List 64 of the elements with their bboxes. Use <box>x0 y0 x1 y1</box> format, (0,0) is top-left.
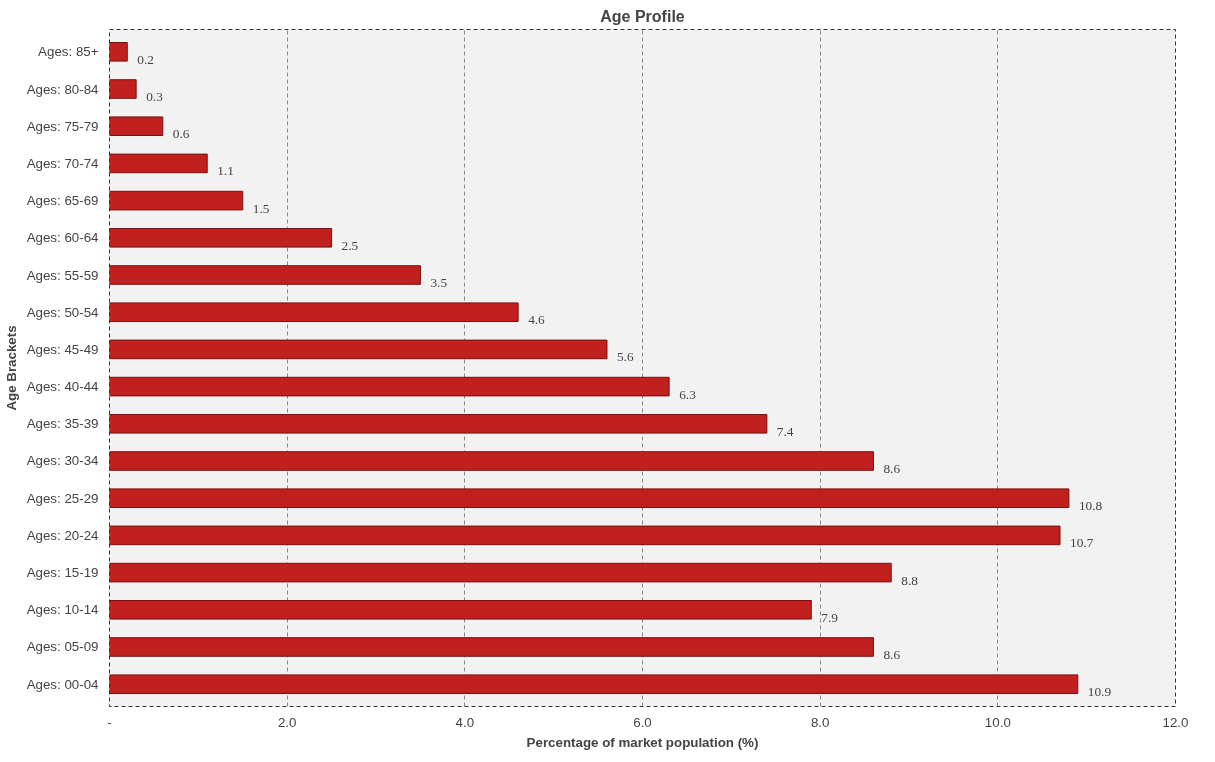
bar <box>109 562 892 583</box>
data-label: 8.6 <box>883 646 901 662</box>
chart-title: Age Profile <box>600 7 685 25</box>
y-tick-label: Ages: 40-44 <box>26 379 100 395</box>
y-tick-label: Ages: 35-39 <box>26 416 99 432</box>
y-tick-label: Ages: 15-19 <box>26 565 99 581</box>
data-label: 0.6 <box>172 126 190 142</box>
x-tick-label: 2.0 <box>277 714 297 730</box>
y-tick-label: Ages: 65-69 <box>26 193 99 209</box>
data-label: 2.5 <box>341 237 359 253</box>
y-tick-label: Ages: 50-54 <box>26 304 100 320</box>
bar <box>109 190 244 211</box>
y-tick-label: Ages: 20-24 <box>26 527 100 543</box>
data-label: 0.2 <box>137 51 154 67</box>
y-axis-title: Age Brackets <box>3 325 19 411</box>
bar <box>109 414 768 434</box>
x-tick-label: 6.0 <box>633 714 652 730</box>
y-tick-label: Ages: 85+ <box>38 44 99 60</box>
bar <box>109 637 874 657</box>
data-label: 5.6 <box>616 349 634 365</box>
data-label: 4.6 <box>528 312 546 328</box>
data-label: 7.4 <box>776 423 794 439</box>
bar <box>109 302 519 322</box>
x-tick-label: - <box>107 714 112 730</box>
data-label: 10.7 <box>1070 535 1094 551</box>
bar <box>109 599 812 620</box>
y-tick-label: Ages: 75-79 <box>26 118 99 134</box>
y-tick-label: Ages: 25-29 <box>26 490 99 506</box>
data-label: 0.3 <box>146 89 164 105</box>
y-tick-label: Ages: 05-09 <box>26 639 99 655</box>
x-tick-label: 12.0 <box>1162 714 1189 730</box>
bar <box>109 42 128 62</box>
y-tick-label: Ages: 45-49 <box>26 341 99 357</box>
bar <box>109 265 421 285</box>
bar <box>109 674 1079 694</box>
x-tick-label: 10.0 <box>984 714 1011 730</box>
bar <box>109 153 208 174</box>
y-tick-label: Ages: 30-34 <box>26 453 100 469</box>
bar <box>109 79 137 99</box>
data-label: 1.5 <box>252 200 270 216</box>
data-label: 10.8 <box>1078 498 1103 514</box>
data-label: 10.9 <box>1087 684 1112 700</box>
bar <box>109 116 164 137</box>
bar <box>109 451 874 471</box>
y-tick-label: Ages: 55-59 <box>26 267 99 283</box>
data-label: 8.8 <box>901 572 919 588</box>
y-tick-label: Ages: 70-74 <box>26 155 100 171</box>
data-label: 8.6 <box>883 460 901 476</box>
bar <box>109 525 1061 546</box>
y-tick-label: Ages: 00-04 <box>26 676 100 692</box>
y-tick-label: Ages: 60-64 <box>26 230 100 246</box>
data-label: 1.1 <box>217 163 234 179</box>
data-label: 3.5 <box>430 275 448 291</box>
y-tick-label: Ages: 80-84 <box>26 81 100 97</box>
x-tick-label: 8.0 <box>810 714 830 730</box>
bar <box>109 488 1070 508</box>
bar <box>109 339 608 360</box>
bar <box>109 228 333 248</box>
x-tick-label: 4.0 <box>455 714 475 730</box>
x-axis-title: Percentage of market population (%) <box>526 734 759 750</box>
y-tick-label: Ages: 10-14 <box>26 602 100 618</box>
data-label: 6.3 <box>679 386 697 402</box>
data-label: 7.9 <box>821 609 839 625</box>
bar <box>109 376 670 397</box>
